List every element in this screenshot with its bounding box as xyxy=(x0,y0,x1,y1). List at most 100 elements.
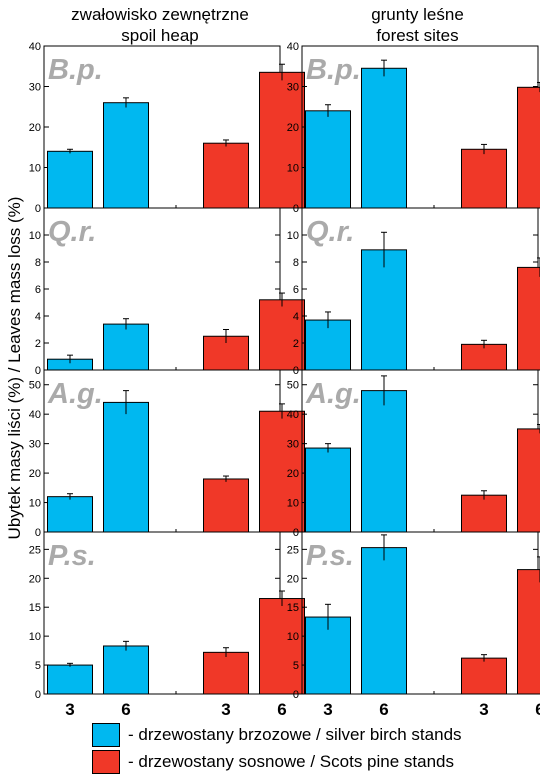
bar xyxy=(361,390,407,533)
y-tick-label: 10 xyxy=(29,498,41,510)
y-tick-label: 0 xyxy=(35,527,41,539)
legend-item-pine: - drzewostany sosnowe / Scots pine stand… xyxy=(92,749,454,775)
y-tick-label: 10 xyxy=(287,498,299,510)
bar xyxy=(517,86,540,209)
y-tick-label: 20 xyxy=(287,468,299,480)
y-tick-label: 0 xyxy=(293,689,299,701)
bar xyxy=(259,299,305,371)
y-tick-label: 0 xyxy=(293,365,299,377)
y-tick-label: 0 xyxy=(35,689,41,701)
y-tick-label: 25 xyxy=(29,544,41,556)
y-tick-label: 50 xyxy=(287,380,299,392)
y-tick-label: 40 xyxy=(287,41,299,53)
x-tick-label: 3 xyxy=(65,700,74,719)
bar xyxy=(103,401,149,533)
column-title-spoil-heap: zwałowisko zewnętrzne spoil heap xyxy=(40,4,280,46)
bar xyxy=(361,249,407,371)
species-label: A.g. xyxy=(47,378,103,410)
y-tick-label: 20 xyxy=(29,122,41,134)
y-tick-label: 40 xyxy=(287,409,299,421)
bar xyxy=(259,598,305,695)
y-tick-label: 25 xyxy=(287,544,299,556)
bar xyxy=(103,102,149,209)
column-title-forest-sites: grunty leśne forest sites xyxy=(300,4,535,46)
y-tick-label: 8 xyxy=(35,257,41,269)
bar xyxy=(203,478,249,533)
bar xyxy=(47,150,93,209)
bar xyxy=(517,569,540,695)
bar xyxy=(259,410,305,533)
y-tick-label: 10 xyxy=(29,230,41,242)
y-tick-label: 2 xyxy=(293,338,299,350)
bar xyxy=(203,651,249,695)
column-title-line2: forest sites xyxy=(376,26,459,45)
y-tick-label: 6 xyxy=(293,284,299,296)
y-tick-label: 6 xyxy=(35,284,41,296)
y-tick-label: 0 xyxy=(293,527,299,539)
bar xyxy=(259,71,305,209)
legend-swatch-birch xyxy=(92,723,120,747)
y-tick-label: 20 xyxy=(287,573,299,585)
y-tick-label: 4 xyxy=(35,311,41,323)
bar xyxy=(305,616,351,695)
y-tick-label: 50 xyxy=(29,380,41,392)
column-title-line1: grunty leśne xyxy=(371,5,464,24)
x-tick-label: 6 xyxy=(277,700,286,719)
species-label: Q.r. xyxy=(306,216,354,248)
bar xyxy=(361,547,407,695)
y-tick-label: 10 xyxy=(29,631,41,643)
y-tick-label: 4 xyxy=(293,311,299,323)
species-label: P.s. xyxy=(48,540,96,572)
y-tick-label: 10 xyxy=(287,163,299,175)
species-label: B.p. xyxy=(306,54,361,86)
y-tick-label: 10 xyxy=(29,163,41,175)
x-tick-label: 3 xyxy=(479,700,488,719)
column-title-line2: spoil heap xyxy=(121,26,199,45)
x-tick-label: 3 xyxy=(323,700,332,719)
bar xyxy=(517,266,540,371)
y-tick-label: 40 xyxy=(29,409,41,421)
y-tick-label: 10 xyxy=(287,230,299,242)
y-tick-label: 5 xyxy=(35,660,41,672)
y-tick-label: 0 xyxy=(293,203,299,215)
y-tick-label: 20 xyxy=(29,573,41,585)
bar xyxy=(305,447,351,533)
y-tick-label: 0 xyxy=(35,365,41,377)
bar xyxy=(103,323,149,371)
column-title-line1: zwałowisko zewnętrzne xyxy=(71,5,249,24)
y-tick-label: 8 xyxy=(293,257,299,269)
bar xyxy=(47,496,93,533)
legend-item-birch: - drzewostany brzozowe / silver birch st… xyxy=(92,722,462,748)
legend-swatch-pine xyxy=(92,750,120,774)
y-tick-label: 2 xyxy=(35,338,41,350)
bar xyxy=(305,319,351,371)
y-tick-label: 10 xyxy=(287,631,299,643)
bar xyxy=(517,428,540,533)
x-tick-label: 6 xyxy=(379,700,388,719)
y-tick-label: 0 xyxy=(35,203,41,215)
bar xyxy=(461,494,507,533)
y-tick-label: 30 xyxy=(29,82,41,94)
x-tick-label: 6 xyxy=(121,700,130,719)
species-label: B.p. xyxy=(48,54,103,86)
y-tick-label: 15 xyxy=(29,602,41,614)
legend-label-birch: - drzewostany brzozowe / silver birch st… xyxy=(128,725,462,744)
y-tick-label: 40 xyxy=(29,41,41,53)
x-tick-label: 6 xyxy=(535,700,540,719)
species-label: A.g. xyxy=(305,378,361,410)
y-tick-label: 30 xyxy=(29,439,41,451)
y-tick-label: 30 xyxy=(287,82,299,94)
bar xyxy=(203,142,249,209)
bar xyxy=(305,110,351,209)
bar xyxy=(461,657,507,695)
bar xyxy=(103,645,149,695)
x-tick-label: 3 xyxy=(221,700,230,719)
bar xyxy=(47,664,93,695)
species-label: P.s. xyxy=(306,540,354,572)
y-tick-label: 30 xyxy=(287,439,299,451)
y-tick-label: 5 xyxy=(293,660,299,672)
y-tick-label: 15 xyxy=(287,602,299,614)
y-tick-label: 20 xyxy=(287,122,299,134)
bar xyxy=(361,67,407,209)
bar xyxy=(461,148,507,209)
